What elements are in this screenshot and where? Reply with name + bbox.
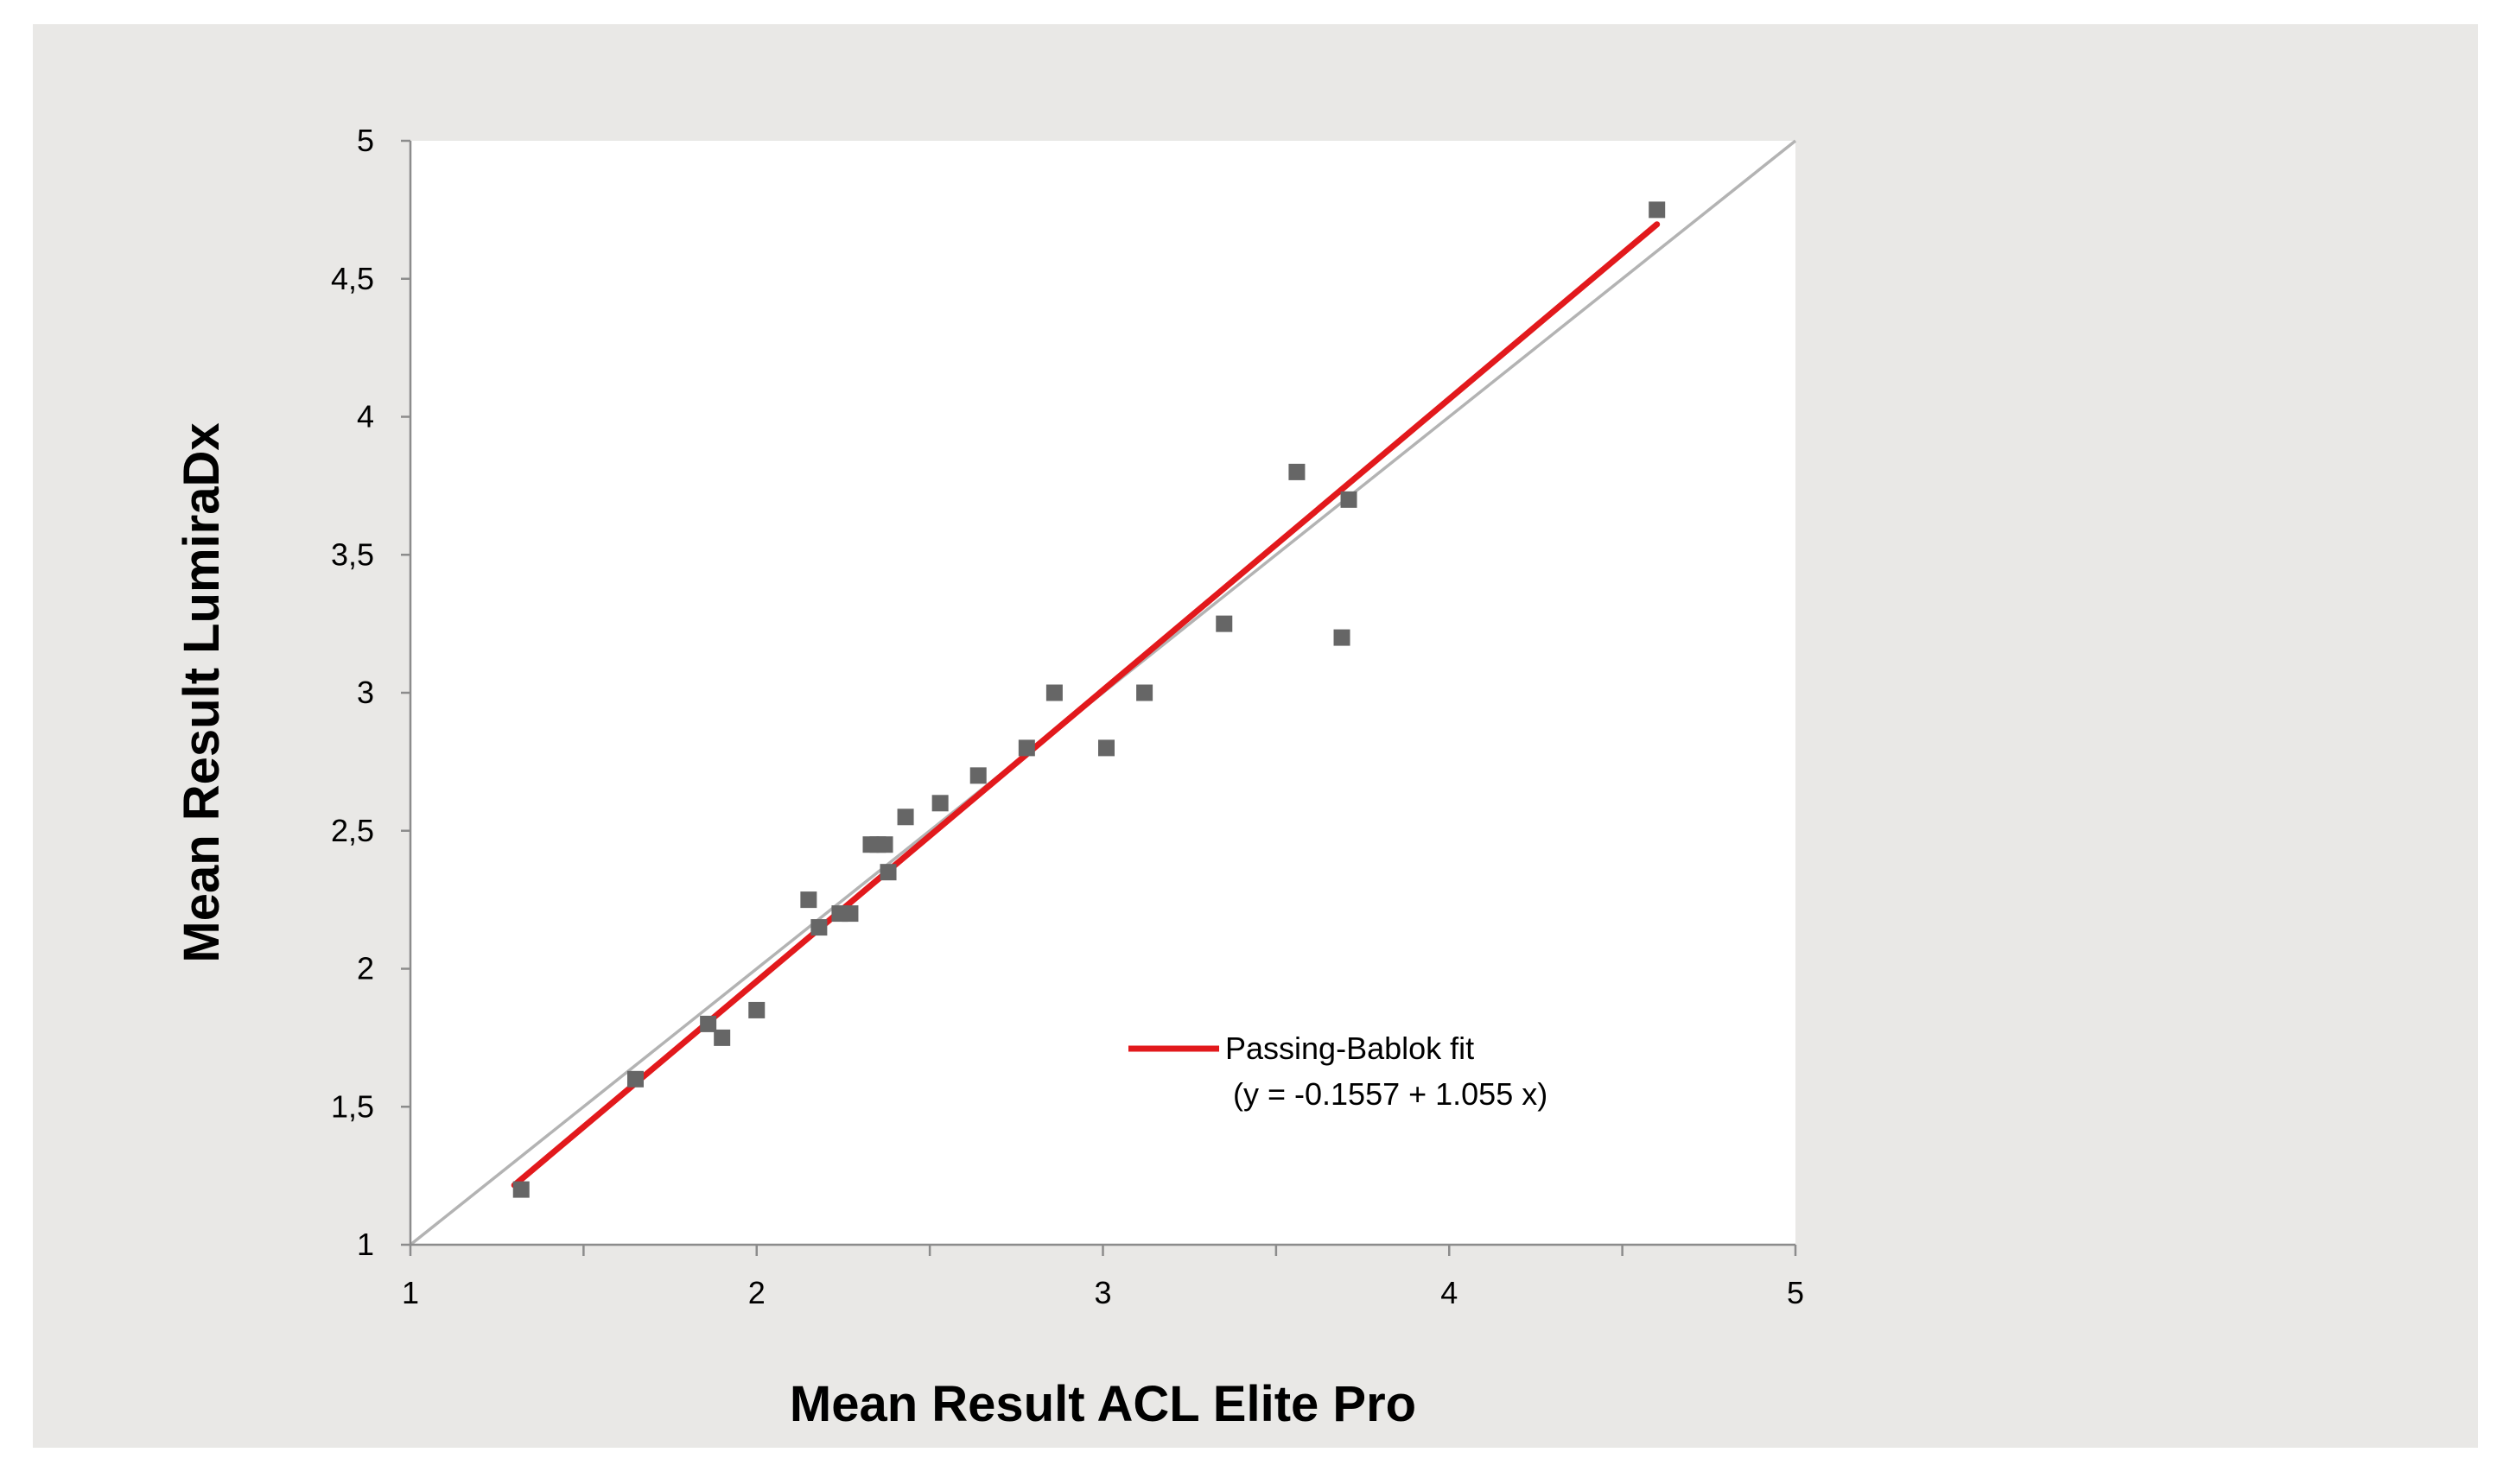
points-layer — [512, 201, 1666, 1198]
x-tick-label: 3 — [1094, 1275, 1111, 1310]
data-point — [1098, 739, 1115, 757]
data-point — [897, 809, 914, 826]
scatter-chart: 1 1,5 2 2,5 3 3,5 4 4,5 5 1 2 3 4 5 Passing-Bablok fi… — [33, 24, 2478, 1448]
data-point — [969, 767, 987, 784]
legend: Passing-Bablok fit (y = -0.1557 + 1.055 … — [1128, 1031, 1547, 1112]
data-point — [748, 1001, 766, 1018]
x-tick-label: 2 — [748, 1275, 766, 1310]
data-point — [842, 905, 859, 923]
data-point — [512, 1181, 530, 1198]
x-axis-title: Mean Result ACL Elite Pro — [790, 1376, 1416, 1432]
y-tick-label: 3 — [357, 675, 374, 710]
data-point — [626, 1070, 644, 1088]
data-point — [1340, 491, 1357, 508]
y-tick-label: 3,5 — [331, 536, 374, 572]
x-tick-label: 4 — [1440, 1275, 1458, 1310]
data-point — [1216, 615, 1233, 632]
data-point — [880, 864, 897, 881]
axes-layer: 1 1,5 2 2,5 3 3,5 4 4,5 5 1 2 3 4 5 — [331, 123, 1804, 1310]
data-point — [714, 1029, 731, 1046]
data-point — [1288, 463, 1306, 480]
y-tick-label: 2 — [357, 951, 374, 986]
data-point — [931, 795, 949, 812]
y-axis-title: Mean Result LumiraDx — [174, 422, 230, 962]
data-point — [1018, 739, 1035, 757]
data-point — [700, 1015, 717, 1032]
y-tick-label: 1,5 — [331, 1088, 374, 1124]
data-point — [1045, 684, 1063, 701]
x-tick-label: 1 — [402, 1275, 419, 1310]
y-tick-label: 1 — [357, 1227, 374, 1262]
figure: 1 1,5 2 2,5 3 3,5 4 4,5 5 1 2 3 4 5 Passing-Bablok fi… — [33, 24, 2478, 1448]
data-point — [1649, 201, 1666, 219]
y-tick-label: 4 — [357, 399, 374, 434]
y-tick-label: 4,5 — [331, 261, 374, 296]
y-tick-label: 2,5 — [331, 813, 374, 848]
data-point — [1136, 684, 1153, 701]
data-point — [1333, 629, 1350, 646]
data-point — [800, 891, 817, 909]
legend-label: Passing-Bablok fit — [1225, 1031, 1474, 1066]
x-tick-label: 5 — [1787, 1275, 1804, 1310]
legend-equation: (y = -0.1557 + 1.055 x) — [1233, 1076, 1547, 1112]
data-point — [876, 836, 893, 853]
y-tick-label: 5 — [357, 123, 374, 158]
data-point — [810, 919, 828, 936]
